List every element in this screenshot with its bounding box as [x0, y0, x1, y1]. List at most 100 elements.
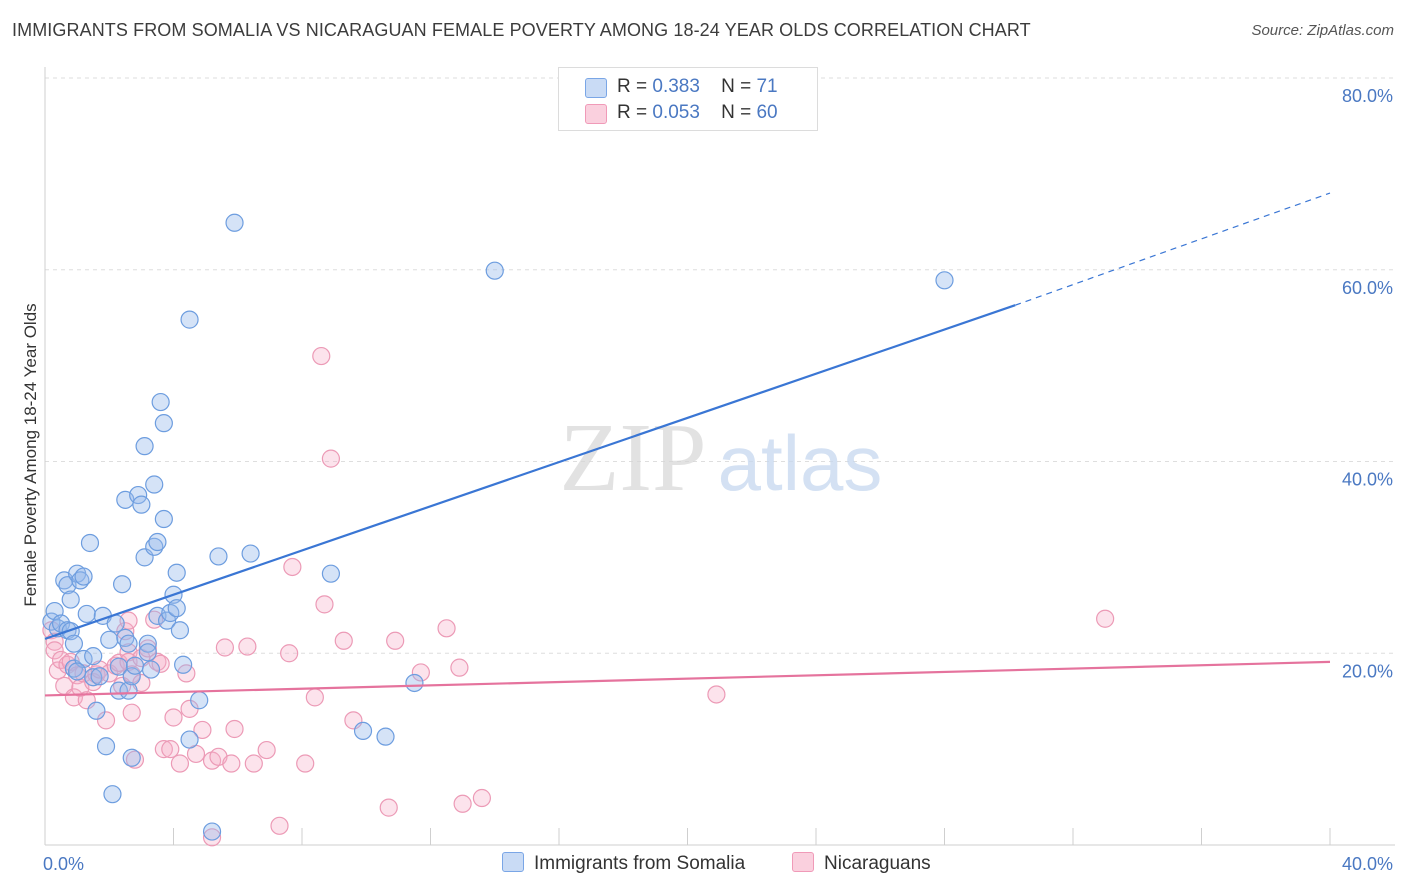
somalia-points: [42, 213, 954, 841]
nicaraguan-point: [138, 639, 157, 658]
somalia-point: [190, 691, 209, 710]
legend-r-value: 0.053: [652, 102, 700, 123]
somalia-point: [109, 657, 128, 676]
bottom-legend-swatch-nicaraguans: [792, 852, 814, 872]
nicaraguan-point: [321, 449, 341, 468]
somalia-point: [112, 575, 132, 594]
nicaraguan-point: [238, 637, 257, 656]
somalia-point: [405, 673, 424, 693]
nicaraguan-point: [154, 740, 173, 759]
bottom-legend-somalia: Immigrants from Somalia: [502, 852, 745, 875]
nicaraguan-point: [151, 654, 170, 673]
somalia-point: [122, 667, 141, 686]
somalia-point: [135, 437, 154, 456]
y-tick-label: 20.0%: [1342, 661, 1393, 681]
somalia-point: [209, 547, 228, 566]
nicaraguan-point: [122, 703, 141, 722]
nicaraguan-point: [379, 798, 398, 817]
legend-n-value: 71: [756, 76, 778, 97]
somalia-point: [145, 537, 164, 556]
legend-r-value: 0.383: [652, 76, 700, 97]
source-label: Source: ZipAtlas.com: [1251, 22, 1394, 39]
somalia-point: [84, 647, 103, 666]
nicaraguan-point: [283, 557, 302, 577]
somalia-point: [119, 634, 138, 653]
legend-r-label: R =: [617, 102, 648, 123]
x-tick-label: 40.0%: [1342, 854, 1393, 874]
nicaraguan-point: [437, 619, 456, 638]
nicaraguan-point: [202, 828, 222, 847]
somalia-point: [125, 656, 145, 675]
y-tick-label: 60.0%: [1342, 278, 1393, 298]
nicaraguan-point: [270, 816, 289, 835]
somalia-point: [129, 485, 148, 505]
nicaraguan-point: [222, 754, 241, 773]
somalia-point: [116, 628, 135, 648]
nicaraguan-point: [215, 638, 234, 657]
nicaraguan-point: [305, 688, 324, 707]
somalia-point: [64, 634, 84, 653]
somalia-point: [241, 544, 260, 563]
nicaraguan-point: [87, 665, 106, 684]
somalia-point: [151, 392, 170, 412]
nicaraguan-point: [315, 595, 334, 614]
nicaraguan-point: [257, 740, 276, 760]
nicaraguan-point: [164, 708, 183, 727]
somalia-point: [96, 737, 116, 756]
somalia-point: [132, 495, 151, 514]
legend-n-label: N =: [721, 102, 752, 123]
somalia-point: [148, 532, 167, 552]
somalia-point: [225, 213, 244, 232]
somalia-point: [61, 590, 80, 609]
somalia-point: [353, 721, 373, 741]
somalia-point: [119, 681, 138, 700]
nicaraguan-point: [193, 720, 212, 740]
nicaraguan-point: [96, 711, 116, 730]
legend: R = 0.383 N = 71 R = 0.053 N = 60: [558, 67, 818, 131]
somalia-point: [174, 655, 193, 674]
gridlines: [45, 77, 1395, 654]
somalia-point: [935, 271, 954, 290]
nicaraguan-point: [312, 346, 331, 366]
nicaraguan-point: [280, 644, 299, 663]
watermark: ZIP atlas: [560, 404, 883, 512]
nicaraguan-point: [161, 740, 180, 759]
nicaraguan-point: [453, 794, 472, 813]
somalia-point: [167, 599, 186, 618]
somalia-point: [138, 643, 157, 662]
somalia-point: [180, 310, 199, 329]
somalia-point: [141, 660, 161, 679]
somalia-point: [154, 414, 173, 433]
somalia-point: [80, 533, 100, 553]
nicaraguan-point: [386, 631, 405, 650]
somalia-point: [100, 630, 119, 649]
somalia-point: [84, 668, 103, 687]
chart-title: IMMIGRANTS FROM SOMALIA VS NICARAGUAN FE…: [12, 20, 1031, 40]
somalia-point: [122, 748, 141, 767]
legend-n-label: N =: [721, 76, 752, 97]
nicaraguan-point: [225, 719, 244, 739]
somalia-point: [485, 261, 504, 280]
nicaraguan-point: [472, 788, 491, 808]
somalia-point: [145, 475, 164, 494]
bottom-legend-nicaraguans: Nicaraguans: [792, 852, 931, 875]
nicaraguan-point: [707, 685, 726, 704]
trend-lines: [44, 192, 1331, 697]
axes: [44, 67, 1395, 846]
somalia-point: [180, 730, 199, 749]
nicaraguan-point: [1096, 609, 1115, 628]
somalia-point: [376, 727, 395, 746]
somalia-point: [109, 681, 128, 700]
somalia-point: [103, 785, 122, 804]
somalia-point: [170, 621, 190, 640]
nicaraguan-point: [244, 754, 263, 773]
nicaraguan-trend-line: [44, 660, 1331, 697]
legend-n-value: 60: [756, 102, 778, 123]
bottom-legend-label: Immigrants from Somalia: [534, 853, 746, 874]
tick-labels: 20.0% 40.0% 60.0% 80.0% 0.0% 40.0%: [43, 86, 1393, 874]
somalia-point: [202, 822, 222, 841]
nicaraguans-points: [42, 346, 1115, 847]
y-axis-label: Female Poverty Among 18-24 Year Olds: [21, 303, 40, 606]
somalia-trend-extension: [1014, 192, 1331, 306]
